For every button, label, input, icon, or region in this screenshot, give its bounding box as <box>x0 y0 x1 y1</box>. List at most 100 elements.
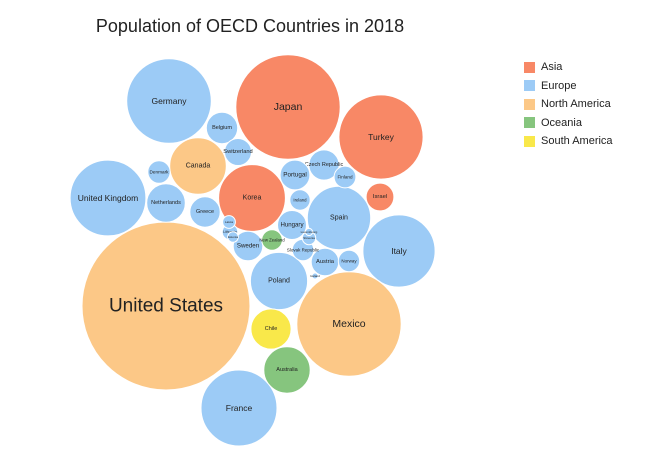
bubble-circle[interactable] <box>249 251 309 311</box>
bubble-label: France <box>226 403 253 413</box>
bubble-circle[interactable] <box>261 229 283 251</box>
bubble-new-zealand[interactable]: New Zealand <box>259 229 285 251</box>
bubble-circle[interactable] <box>333 165 357 189</box>
bubble-hungary[interactable]: Hungary <box>277 210 307 240</box>
bubble-circle[interactable] <box>69 159 147 237</box>
bubble-label: Luxembourg <box>301 230 318 234</box>
bubble-label: Mexico <box>332 318 365 330</box>
bubble-label: Belgium <box>212 125 232 131</box>
bubble-circle[interactable] <box>263 346 311 394</box>
bubble-circle[interactable] <box>277 210 307 240</box>
bubble-label: Slovenia <box>303 236 315 240</box>
bubble-belgium[interactable]: Belgium <box>205 111 239 145</box>
bubble-circle[interactable] <box>147 160 171 184</box>
legend-item-asia[interactable]: Asia <box>524 58 613 77</box>
bubble-japan[interactable]: Japan <box>235 54 341 160</box>
bubble-label: Turkey <box>368 132 394 142</box>
bubble-circle[interactable] <box>232 230 264 262</box>
bubble-label: Italy <box>391 246 407 256</box>
legend: Asia Europe North America Oceania South Amer… <box>524 58 613 151</box>
bubble-circle[interactable] <box>308 149 340 181</box>
bubble-circle[interactable] <box>338 94 424 180</box>
legend-swatch <box>524 98 535 110</box>
bubble-label: Denmark <box>149 170 169 175</box>
legend-label: Asia <box>541 61 563 74</box>
bubble-circle[interactable] <box>169 137 227 195</box>
bubble-label: Spain <box>330 215 348 222</box>
bubble-label: United States <box>109 296 223 317</box>
bubble-label: Korea <box>243 195 262 202</box>
bubble-sweden[interactable]: Sweden <box>232 230 264 262</box>
bubble-label: Netherlands <box>151 200 181 206</box>
bubble-circle[interactable] <box>337 249 361 273</box>
bubble-label: Australia <box>276 367 298 373</box>
bubble-circle[interactable] <box>224 138 252 166</box>
bubble-finland[interactable]: Finland <box>333 165 357 189</box>
bubble-circle[interactable] <box>189 196 221 228</box>
bubble-italy[interactable]: Italy <box>362 214 436 288</box>
bubble-circle[interactable] <box>279 159 311 191</box>
bubble-circle[interactable] <box>200 369 278 447</box>
bubble-spain[interactable]: Spain <box>306 185 372 251</box>
legend-swatch <box>524 80 535 92</box>
bubble-label: Japan <box>274 101 303 113</box>
bubble-united-kingdom[interactable]: United Kingdom <box>69 159 147 237</box>
bubble-czech-republic[interactable]: Czech Republic <box>305 149 344 181</box>
bubble-label: Estonia <box>228 235 238 239</box>
bubble-denmark[interactable]: Denmark <box>147 160 171 184</box>
bubble-label: New Zealand <box>259 238 285 243</box>
bubble-chile[interactable]: Chile <box>250 308 292 350</box>
bubble-label: Norway <box>341 259 357 264</box>
bubble-label: Poland <box>268 278 290 285</box>
bubble-iceland[interactable]: Iceland <box>310 272 320 280</box>
bubble-portugal[interactable]: Portugal <box>279 159 311 191</box>
bubble-label: Austria <box>316 259 335 265</box>
bubble-label: Portugal <box>283 172 306 179</box>
bubble-netherlands[interactable]: Netherlands <box>146 183 186 223</box>
bubble-circle[interactable] <box>304 227 314 237</box>
legend-item-oceania[interactable]: Oceania <box>524 114 613 133</box>
bubble-switzerland[interactable]: Switzerland <box>223 138 253 166</box>
bubble-united-states[interactable]: United States <box>81 221 251 391</box>
bubble-france[interactable]: France <box>200 369 278 447</box>
bubble-ireland[interactable]: Ireland <box>289 189 311 211</box>
bubble-israel[interactable]: Israel <box>365 182 395 212</box>
bubble-greece[interactable]: Greece <box>189 196 221 228</box>
bubble-luxembourg[interactable]: Luxembourg <box>301 227 318 237</box>
bubble-circle[interactable] <box>365 182 395 212</box>
bubble-label: United Kingdom <box>78 193 138 203</box>
bubble-estonia[interactable]: Estonia <box>227 231 239 243</box>
bubble-turkey[interactable]: Turkey <box>338 94 424 180</box>
bubble-circle[interactable] <box>205 111 239 145</box>
bubble-circle[interactable] <box>126 58 212 144</box>
bubble-mexico[interactable]: Mexico <box>296 271 402 377</box>
legend-item-south-america[interactable]: South America <box>524 132 613 151</box>
bubble-australia[interactable]: Australia <box>263 346 311 394</box>
bubble-label: Sweden <box>237 243 260 250</box>
bubble-circle[interactable] <box>311 272 319 280</box>
bubble-norway[interactable]: Norway <box>337 249 361 273</box>
bubble-label: Israel <box>373 194 387 200</box>
bubble-circle[interactable] <box>235 54 341 160</box>
legend-label: Europe <box>541 79 577 92</box>
bubble-circle[interactable] <box>146 183 186 223</box>
bubble-label: Greece <box>196 209 214 215</box>
legend-swatch <box>524 61 535 73</box>
bubble-circle[interactable] <box>227 231 239 243</box>
bubble-label: Germany <box>152 96 188 106</box>
bubble-label: Finland <box>337 175 353 180</box>
bubble-label: Czech Republic <box>305 162 344 168</box>
bubble-circle[interactable] <box>222 215 236 229</box>
bubble-germany[interactable]: Germany <box>126 58 212 144</box>
bubble-circle[interactable] <box>362 214 436 288</box>
legend-item-north-america[interactable]: North America <box>524 95 613 114</box>
bubble-latvia[interactable]: Latvia <box>222 215 236 229</box>
bubble-circle[interactable] <box>289 189 311 211</box>
bubble-canada[interactable]: Canada <box>169 137 227 195</box>
bubble-label: Ireland <box>293 198 307 203</box>
bubble-circle[interactable] <box>250 308 292 350</box>
bubble-poland[interactable]: Poland <box>249 251 309 311</box>
legend-item-europe[interactable]: Europe <box>524 77 613 96</box>
bubble-label: Canada <box>186 163 211 170</box>
